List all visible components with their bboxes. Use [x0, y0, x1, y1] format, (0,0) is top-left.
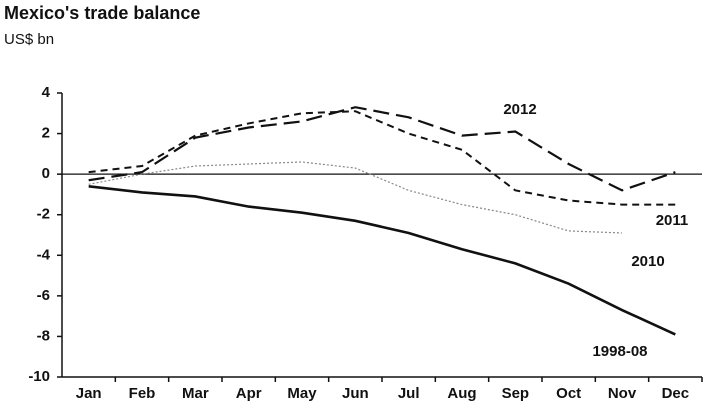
y-tick-label: 0 — [42, 165, 50, 182]
series-line — [88, 185, 676, 336]
x-tick-label: Aug — [447, 385, 476, 402]
x-tick-label: Jun — [342, 385, 369, 402]
x-tick-label: Jan — [76, 385, 102, 402]
series-label: 2011 — [656, 212, 689, 229]
y-tick-label: -4 — [37, 246, 51, 263]
series-label: 1998-08 — [592, 343, 647, 360]
series-line — [88, 161, 623, 234]
x-tick-label: Apr — [236, 385, 262, 402]
chart-subtitle: US$ bn — [4, 31, 54, 48]
x-tick-label: Oct — [556, 385, 581, 402]
x-tick-label: Dec — [662, 385, 690, 402]
x-tick-label: Feb — [129, 385, 156, 402]
chart-title: Mexico's trade balance — [4, 3, 200, 23]
y-tick-label: -2 — [37, 206, 50, 223]
y-tick-label: 2 — [42, 125, 50, 142]
x-tick-label: Jul — [398, 385, 420, 402]
series-label: 2010 — [631, 253, 664, 270]
x-tick-label: Mar — [182, 385, 209, 402]
series-label: 2012 — [503, 101, 536, 118]
x-tick-label: Nov — [608, 385, 637, 402]
x-tick-label: Sep — [502, 385, 530, 402]
x-tick-label: May — [287, 385, 317, 402]
y-tick-label: -6 — [37, 287, 50, 304]
series-line — [88, 106, 676, 192]
y-tick-label: -10 — [28, 368, 50, 385]
y-tick-label: 4 — [42, 84, 51, 101]
y-tick-label: -8 — [37, 327, 50, 344]
series-line — [88, 110, 676, 206]
